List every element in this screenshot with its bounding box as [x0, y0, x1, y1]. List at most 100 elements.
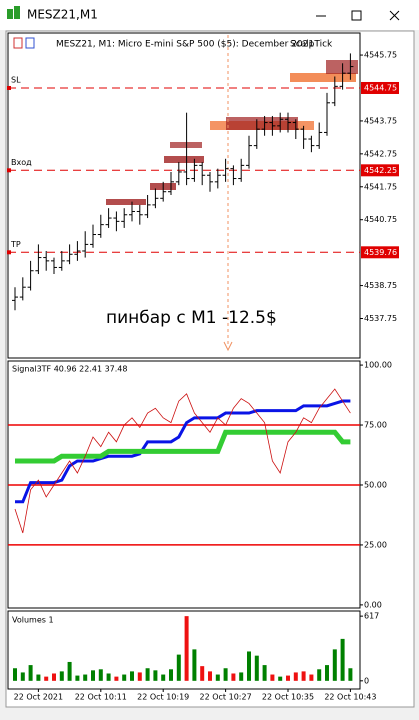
zone — [290, 73, 356, 82]
volume-bar — [153, 670, 158, 681]
chart-area — [5, 30, 415, 708]
volume-bar — [145, 668, 150, 681]
level-price: 4539.76 — [364, 248, 397, 257]
volume-bar — [44, 676, 49, 681]
volume-bar — [114, 676, 119, 681]
indicator-line — [14, 388, 351, 534]
zone — [164, 156, 204, 163]
level-marker — [7, 85, 11, 90]
level-marker — [7, 168, 11, 173]
y-tick-label: 75.00 — [364, 421, 387, 430]
indicator-line — [15, 429, 351, 464]
volume-bar — [75, 675, 80, 681]
time-marker-arrow — [223, 341, 233, 352]
volume-bar — [52, 673, 56, 681]
volume-bar — [270, 674, 275, 681]
y-tick-label: 0.00 — [364, 600, 382, 609]
volume-pane — [7, 610, 361, 690]
y-tick-label: 4542.75 — [364, 149, 397, 158]
title-bar — [0, 0, 419, 30]
zone — [106, 199, 146, 205]
volume-bar — [332, 649, 337, 681]
volume-bar — [278, 676, 283, 681]
level-price: 4542.25 — [364, 166, 397, 175]
header-icon — [25, 37, 35, 49]
volume-bar — [317, 669, 322, 681]
indicator-line — [15, 399, 351, 504]
indicator-title: Signal3TF 40.96 22.41 37.48 — [12, 365, 128, 374]
volume-bar — [293, 672, 298, 681]
y-tick-label: 4538.75 — [364, 281, 397, 290]
window-title: MESZ21,M1 — [27, 8, 98, 22]
y-tick-label: 4540.75 — [364, 215, 397, 224]
volume-bar — [348, 668, 353, 681]
volume-bar — [122, 674, 127, 681]
y-tick-label: 4545.75 — [364, 51, 397, 60]
volume-bar — [59, 671, 64, 681]
x-tick-label: 22 Oct 2021 — [14, 693, 63, 702]
y-tick-label: 50.00 — [364, 480, 387, 489]
level-price-box — [361, 81, 399, 94]
y-tick-label: 4541.75 — [364, 182, 397, 191]
volume-bar — [28, 665, 33, 681]
volume-bar — [208, 671, 212, 681]
volume-bar — [20, 672, 25, 681]
volume-bar — [161, 674, 166, 681]
x-tick-label: 22 Oct 10:27 — [200, 693, 252, 702]
volume-bar — [83, 674, 88, 681]
volume-bar — [169, 669, 173, 681]
volume-bar — [98, 669, 103, 681]
level-marker — [7, 250, 11, 255]
y-tick-label: 617 — [364, 612, 379, 621]
maximize-button[interactable] — [351, 10, 362, 21]
level-price-box — [361, 164, 399, 177]
x-tick-label: 22 Oct 10:19 — [137, 693, 189, 702]
indicator-label: ScalpTick — [290, 40, 333, 50]
volume-bar — [262, 665, 267, 681]
y-tick-label: 0 — [364, 676, 369, 685]
volume-bar — [301, 671, 306, 681]
y-tick-label: 25.00 — [364, 540, 387, 549]
volume-bar — [231, 673, 236, 681]
app-icon — [7, 9, 13, 19]
level-price: 4544.75 — [364, 83, 397, 92]
volume-bar — [137, 672, 142, 681]
volume-bar — [247, 651, 251, 681]
volume-bar — [239, 672, 244, 681]
volume-bar — [13, 668, 17, 681]
volume-bar — [184, 616, 189, 681]
x-tick-label: 22 Oct 10:35 — [262, 693, 314, 702]
app-icon — [14, 6, 20, 19]
volume-bar — [223, 668, 228, 681]
level-name: Вход — [11, 158, 32, 167]
volume-bar — [200, 666, 205, 681]
y-tick-label: 100.00 — [364, 361, 392, 370]
level-name: TP — [10, 240, 21, 249]
header-icon — [13, 37, 23, 49]
y-tick-label: 4537.75 — [364, 314, 397, 323]
close-button[interactable] — [389, 10, 400, 21]
price-pane — [7, 32, 361, 359]
volume-bar — [325, 665, 329, 681]
level-name: SL — [11, 75, 21, 84]
volume-bar — [91, 670, 95, 681]
annotation: пинбар с М1 -12.5$ — [106, 308, 277, 328]
volume-bar — [67, 661, 72, 681]
volume-bar — [215, 674, 220, 681]
volume-bar — [286, 675, 290, 681]
volume-bar — [192, 649, 197, 681]
zone — [170, 142, 202, 148]
y-tick-label: 4543.75 — [364, 116, 397, 125]
x-tick-label: 22 Oct 10:43 — [324, 693, 376, 702]
x-tick-label: 22 Oct 10:11 — [75, 693, 127, 702]
chart-header: MESZ21, M1: Micro E-mini S&P 500 ($5): D… — [56, 40, 314, 50]
volume-bar — [106, 673, 111, 681]
volume-bar — [36, 674, 41, 681]
volume-bar — [176, 654, 181, 681]
volume-bar — [340, 638, 345, 681]
volume-bar — [309, 674, 314, 681]
volume-bar — [254, 655, 259, 681]
volume-bar — [130, 671, 134, 681]
volume-title: Volumes 1 — [12, 616, 54, 625]
